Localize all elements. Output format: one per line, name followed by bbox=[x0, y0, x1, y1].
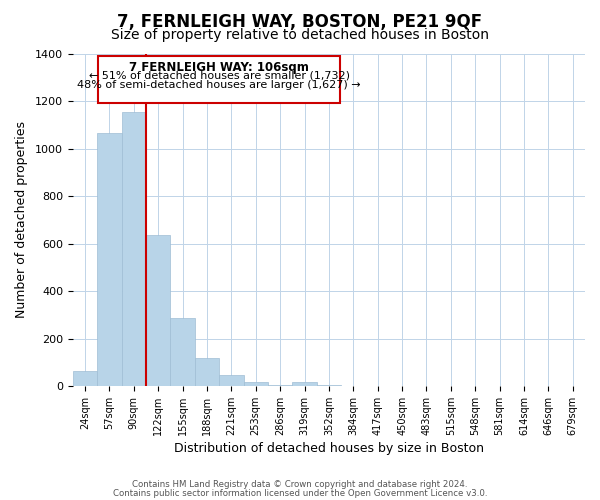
Y-axis label: Number of detached properties: Number of detached properties bbox=[15, 122, 28, 318]
Bar bbox=[268, 385, 292, 386]
Bar bbox=[244, 382, 268, 386]
Text: Contains public sector information licensed under the Open Government Licence v3: Contains public sector information licen… bbox=[113, 488, 487, 498]
Bar bbox=[97, 134, 122, 386]
Text: Contains HM Land Registry data © Crown copyright and database right 2024.: Contains HM Land Registry data © Crown c… bbox=[132, 480, 468, 489]
Bar bbox=[170, 318, 195, 386]
Text: ← 51% of detached houses are smaller (1,732): ← 51% of detached houses are smaller (1,… bbox=[89, 70, 350, 80]
Text: 7 FERNLEIGH WAY: 106sqm: 7 FERNLEIGH WAY: 106sqm bbox=[129, 60, 309, 74]
Bar bbox=[195, 358, 219, 386]
Bar bbox=[73, 370, 97, 386]
X-axis label: Distribution of detached houses by size in Boston: Distribution of detached houses by size … bbox=[174, 442, 484, 455]
Text: 7, FERNLEIGH WAY, BOSTON, PE21 9QF: 7, FERNLEIGH WAY, BOSTON, PE21 9QF bbox=[118, 12, 482, 30]
Bar bbox=[122, 112, 146, 386]
Bar bbox=[317, 385, 341, 386]
Bar bbox=[219, 375, 244, 386]
FancyBboxPatch shape bbox=[98, 56, 340, 104]
Text: 48% of semi-detached houses are larger (1,627) →: 48% of semi-detached houses are larger (… bbox=[77, 80, 361, 90]
Bar bbox=[146, 236, 170, 386]
Text: Size of property relative to detached houses in Boston: Size of property relative to detached ho… bbox=[111, 28, 489, 42]
Bar bbox=[292, 382, 317, 386]
